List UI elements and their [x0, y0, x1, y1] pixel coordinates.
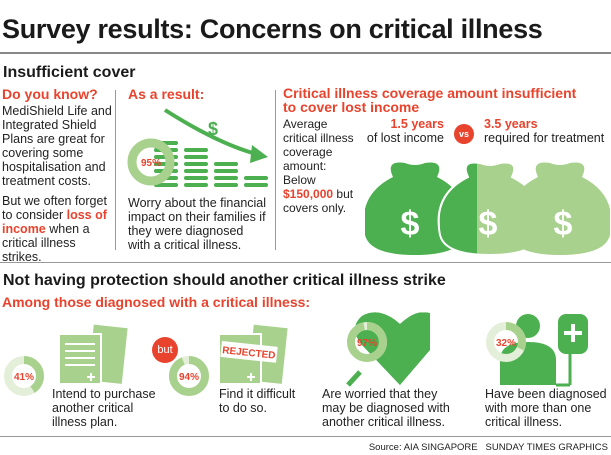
- donut-32: 32%: [484, 320, 528, 369]
- treatment-value: 3.5 years: [484, 117, 538, 131]
- dollar-symbol: $: [479, 205, 498, 243]
- coverage-text: Average critical illness coverage amount…: [283, 117, 358, 215]
- coin-bar: [184, 183, 208, 187]
- dollar-sign: $: [208, 119, 218, 139]
- but-badge: but: [152, 337, 178, 363]
- section-heading-insufficient-cover: Insufficient cover: [3, 64, 136, 81]
- text: Average critical illness coverage amount…: [283, 117, 354, 187]
- text: when a critical illness strikes.: [2, 222, 90, 264]
- coin-bar: [214, 162, 238, 166]
- footer-divider: [0, 436, 611, 437]
- rejected-documents-icon: REJECTED: [218, 324, 288, 385]
- stat-text-32: Have been diagnosed with more than one c…: [485, 387, 607, 429]
- column-divider: [115, 90, 116, 250]
- arrow-head-icon: [250, 145, 268, 163]
- percent-95: 95%: [141, 158, 161, 169]
- page-title: Survey results: Concerns on critical ill…: [2, 14, 543, 44]
- title-divider: [0, 52, 611, 54]
- do-you-know-text-2: But we often forget to consider loss of …: [2, 194, 112, 264]
- money-bags-illustration: $ $ $: [365, 161, 610, 255]
- coverage-heading: Critical illness coverage amount insuffi…: [283, 85, 577, 115]
- text: but covers only.: [283, 187, 354, 215]
- declining-money-illustration: $ 95%: [127, 108, 268, 187]
- donut-fill: [4, 356, 44, 396]
- coin-bar: [214, 169, 238, 173]
- column-divider: [275, 90, 276, 250]
- donut-fill: [169, 356, 209, 396]
- dollar-symbol: $: [554, 205, 573, 243]
- donut-label: 97%: [357, 338, 377, 349]
- among-diagnosed-subheading: Among those diagnosed with a critical il…: [2, 294, 311, 310]
- text: But we often forget to consider: [2, 194, 107, 222]
- coin-bar: [184, 155, 208, 159]
- donut-label: 94%: [179, 372, 199, 383]
- donut-fill: [486, 322, 526, 362]
- lost-income-stat: 1.5 years of lost income: [362, 117, 444, 145]
- donut-label: 41%: [14, 372, 34, 383]
- do-you-know-text-1: MediShield Life and Integrated Shield Pl…: [2, 104, 112, 188]
- stat-text-97: Are worried that they may be diagnosed w…: [322, 387, 450, 429]
- loss-of-income-highlight: loss of income: [2, 208, 107, 236]
- coin-bar: [214, 176, 238, 180]
- coin-bar: [214, 183, 238, 187]
- documents-icon: [58, 324, 128, 385]
- donut-41: 41%: [2, 354, 46, 403]
- lost-income-value: 1.5 years: [390, 117, 444, 131]
- coin-bar: [184, 169, 208, 173]
- coin-bar: [154, 183, 178, 187]
- donut-97: 97%: [345, 320, 389, 369]
- coin-bar: [184, 162, 208, 166]
- dollar-symbol: $: [401, 205, 420, 243]
- donut-94: 94%: [167, 354, 211, 403]
- coin-bar: [244, 183, 268, 187]
- source-credit: Source: AIA SINGAPORE SUNDAY TIMES GRAPH…: [368, 442, 608, 453]
- lost-income-label: of lost income: [366, 131, 444, 145]
- treatment-label: required for treatment: [484, 131, 605, 145]
- donut-fill: [347, 322, 387, 362]
- amount-highlight: $150,000: [283, 187, 334, 201]
- as-a-result-text: Worry about the financial impact on thei…: [128, 196, 267, 252]
- stat-text-94: Find it difficult to do so.: [219, 387, 296, 415]
- stat-text-41: Intend to purchase another critical illn…: [52, 387, 156, 429]
- coin-bar: [184, 148, 208, 152]
- do-you-know-heading: Do you know?: [2, 86, 98, 102]
- vs-badge: vs: [454, 124, 474, 144]
- coin-bar: [184, 176, 208, 180]
- section-heading-protection: Not having protection should another cri…: [3, 272, 446, 289]
- donut-label: 32%: [496, 338, 516, 349]
- as-a-result-heading: As a result:: [128, 86, 205, 102]
- donut-95: [127, 138, 175, 186]
- section-divider: [0, 262, 611, 263]
- treatment-stat: 3.5 years required for treatment: [484, 117, 604, 145]
- coin-bar: [244, 176, 268, 180]
- money-bag-icon: [508, 162, 610, 255]
